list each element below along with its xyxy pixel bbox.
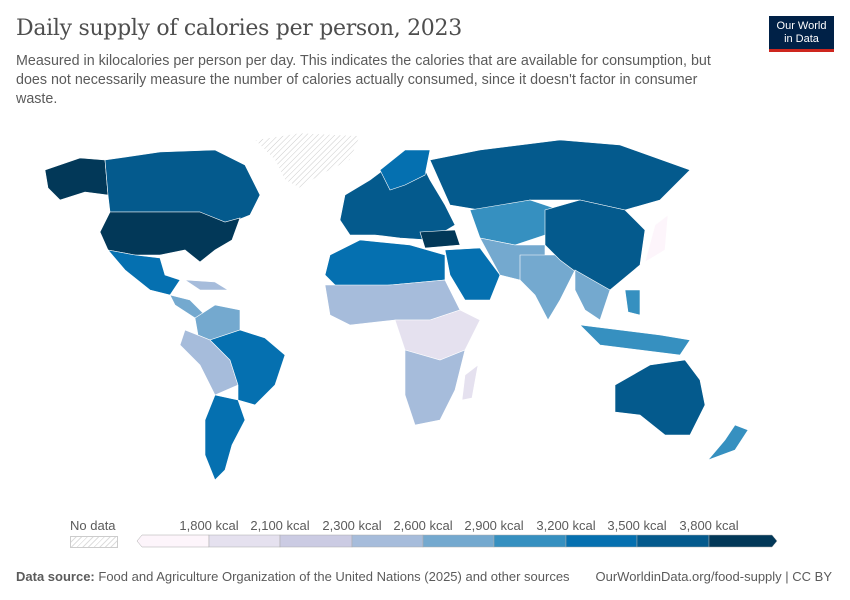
no-data-label: No data [70, 518, 116, 533]
japan-korea[interactable] [644, 214, 669, 263]
middle-east[interactable] [444, 247, 501, 301]
legend-bin[interactable] [136, 534, 210, 548]
owid-logo[interactable]: Our World in Data [769, 16, 834, 52]
logo-line1: Our World [776, 20, 827, 32]
chart-title: Daily supply of calories per person, 202… [16, 16, 462, 41]
central-america[interactable] [169, 294, 206, 319]
turkey[interactable] [419, 229, 461, 249]
philippines[interactable] [624, 289, 641, 316]
world-map[interactable] [0, 120, 850, 510]
legend-bin[interactable] [351, 534, 424, 548]
indonesia[interactable] [579, 324, 691, 356]
source-link[interactable]: OurWorldinData.org/food-supply | CC BY [595, 569, 832, 584]
no-data-swatch [70, 536, 118, 548]
canada[interactable] [104, 149, 261, 226]
china-mongolia[interactable] [544, 199, 646, 291]
legend-tick-label: 3,800 kcal [679, 518, 739, 533]
source-text: Food and Agriculture Organization of the… [98, 569, 570, 584]
logo-line2: in Data [784, 33, 819, 45]
legend-tick-label: 2,900 kcal [464, 518, 524, 533]
madagascar[interactable] [461, 364, 479, 401]
mexico[interactable] [107, 249, 181, 296]
legend-tick-label: 1,800 kcal [179, 518, 239, 533]
legend-tick-label: 2,100 kcal [250, 518, 310, 533]
alaska[interactable] [44, 157, 109, 201]
brazil[interactable] [209, 329, 286, 406]
legend-tick-label: 2,300 kcal [322, 518, 382, 533]
legend-bin[interactable] [636, 534, 710, 548]
russia[interactable] [429, 139, 691, 211]
new-zealand[interactable] [707, 424, 749, 461]
legend-bin[interactable] [208, 534, 281, 548]
greenland[interactable] [254, 132, 361, 189]
southeast-asia[interactable] [574, 269, 611, 321]
legend-tick-label: 2,600 kcal [393, 518, 453, 533]
southern-africa[interactable] [404, 349, 466, 426]
chart-subtitle: Measured in kilocalories per person per … [16, 53, 711, 107]
argentina-chile[interactable] [204, 394, 246, 481]
australia[interactable] [614, 359, 706, 436]
legend-tick-label: 3,500 kcal [607, 518, 667, 533]
legend-bin[interactable] [565, 534, 638, 548]
color-legend [136, 534, 778, 548]
source-label: Data source: [16, 569, 95, 584]
legend-bin[interactable] [493, 534, 567, 548]
legend-bin[interactable] [422, 534, 495, 548]
legend-tick-label: 3,200 kcal [536, 518, 596, 533]
data-source: Data source: Food and Agriculture Organi… [16, 569, 570, 584]
scandinavia[interactable] [379, 149, 431, 191]
caribbean[interactable] [183, 279, 230, 291]
legend-bin[interactable] [708, 534, 778, 548]
legend-bin[interactable] [279, 534, 353, 548]
